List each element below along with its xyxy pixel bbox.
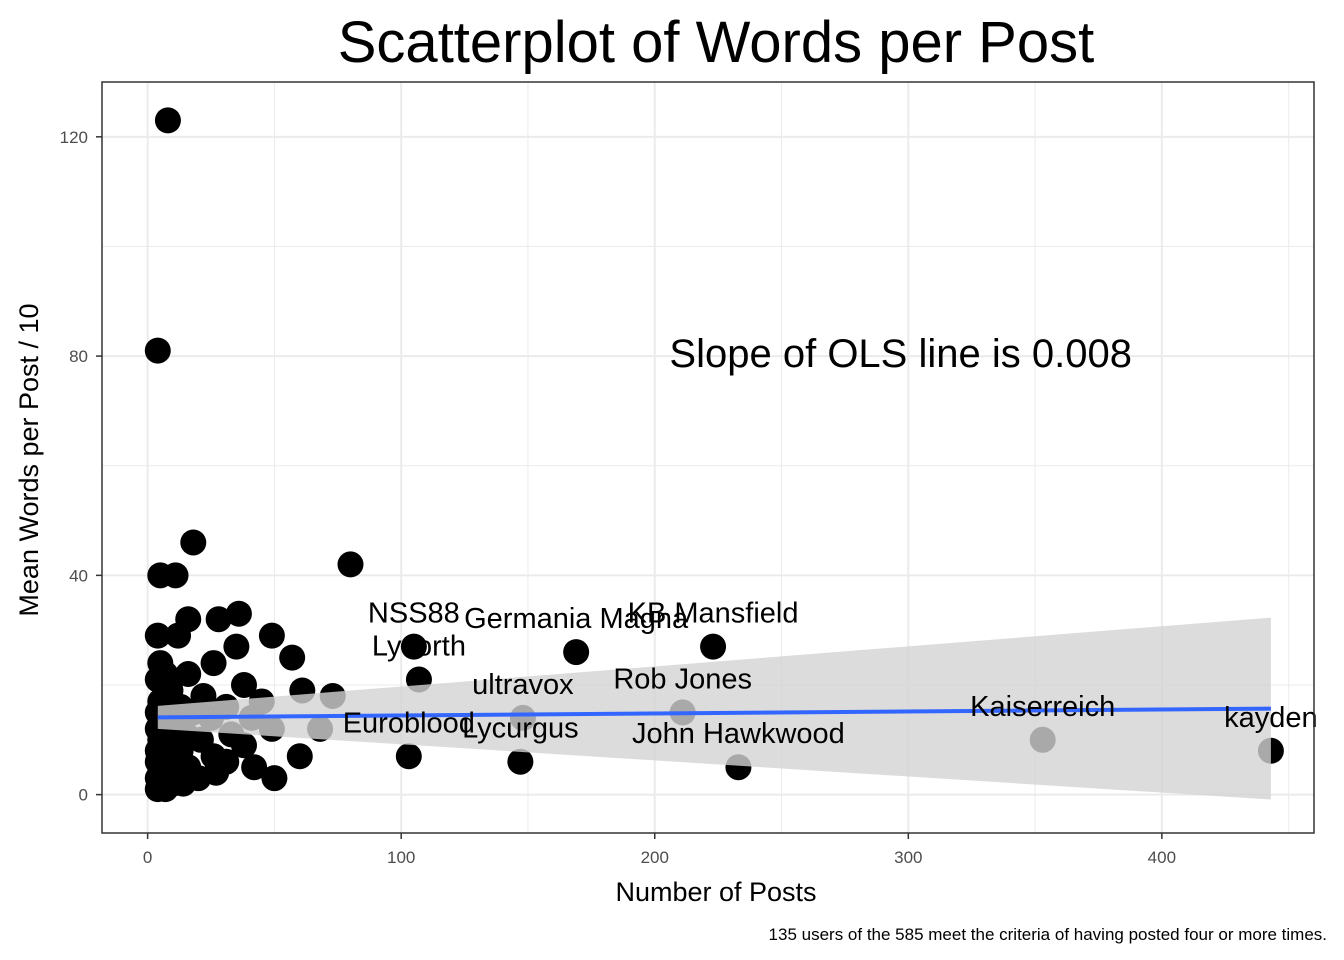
y-axis-title: Mean Words per Post / 10 [14,303,44,616]
data-point [286,743,313,770]
ols-fit-line [157,706,1271,720]
y-tick-label: 0 [79,786,88,805]
point-label: Lycurgus [462,713,579,745]
slope-annotation: Slope of OLS line is 0.008 [669,332,1132,376]
data-point [230,732,257,759]
data-point [165,622,192,649]
data-point [395,743,422,770]
data-point [175,661,202,688]
point-label: Euroblood [343,707,475,739]
data-point [279,644,306,671]
data-point [261,765,288,792]
x-tick-label: 0 [143,848,152,867]
data-point [200,650,227,677]
data-point [152,776,179,803]
data-point [241,754,268,781]
data-point [337,551,364,578]
point-label: KB Mansfield [628,598,799,630]
data-point [180,529,207,556]
x-axis-title: Number of Posts [615,877,816,907]
x-tick-label: 100 [387,848,415,867]
data-point [563,639,590,666]
data-point [144,622,171,649]
chart-caption: 135 users of the 585 meet the criteria o… [769,925,1327,944]
point-label: kayden [1224,702,1318,734]
chart-title: Scatterplot of Words per Post [338,10,1095,75]
data-point [225,600,252,627]
point-label: NSS88 [368,598,460,630]
data-point [162,562,189,589]
data-point [507,748,534,775]
point-label: Lycorth [372,631,466,663]
point-label: ultravox [472,669,574,701]
data-point [154,107,181,134]
point-label: Kaiserreich [970,691,1115,723]
data-point [205,606,232,633]
data-point [400,633,427,660]
x-tick-label: 400 [1148,848,1176,867]
data-point [230,671,257,698]
plot-panel: 0 100 200 300 400 0 40 80 120 NSS88LycorthGermani… [60,81,1318,867]
panel-border [101,81,1315,834]
point-label: Germania Magna [464,603,689,635]
data-point [258,622,285,649]
data-point [223,633,250,660]
point-label: Rob Jones [613,663,752,695]
x-tick-label: 200 [641,848,669,867]
y-tick-label: 40 [69,566,88,585]
y-tick-label: 120 [60,128,88,147]
data-point [144,337,171,364]
confidence-band [157,617,1271,800]
point-label: John Hawkwood [632,718,845,750]
y-tick-label: 80 [69,347,88,366]
data-point [700,633,727,660]
x-tick-label: 300 [894,848,922,867]
